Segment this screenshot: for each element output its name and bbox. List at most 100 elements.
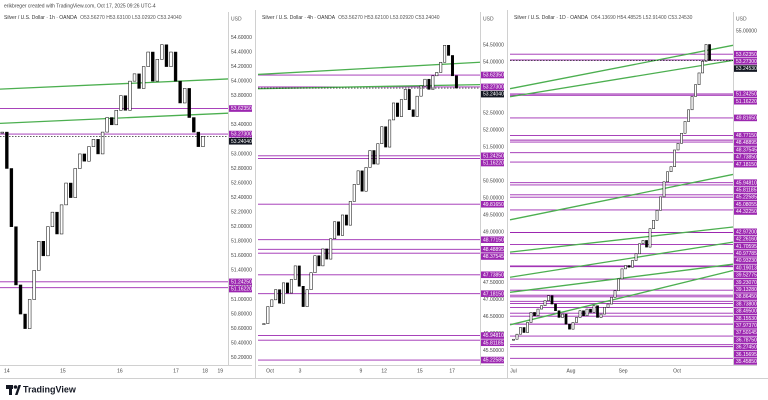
level-label: 47.73850	[483, 272, 504, 278]
level-label: 48.37545	[483, 254, 504, 260]
candle	[376, 143, 380, 165]
y-tick-label: 52.80000	[231, 166, 252, 172]
y-tick-label: 49.50000	[483, 212, 504, 218]
candle	[427, 78, 431, 90]
level-label-box	[229, 285, 252, 293]
level-label: 48.48895	[483, 247, 504, 253]
x-tick-label: 19	[217, 368, 223, 374]
candle	[50, 211, 55, 227]
y-tick-label: 54.20000	[231, 64, 252, 70]
candle	[645, 240, 648, 248]
candle	[164, 44, 169, 67]
level-label: 38.86450	[736, 294, 757, 300]
y-tick-label: 52.00000	[231, 224, 252, 230]
candle	[100, 131, 105, 155]
y-tick-label: 51.40000	[231, 268, 252, 274]
level-label-box	[734, 329, 757, 336]
candle	[529, 312, 533, 323]
level-label: 44.32250	[736, 209, 757, 215]
candle	[151, 51, 155, 82]
level-label-box	[734, 286, 757, 293]
candle	[201, 136, 205, 147]
level-label: 37.50145	[736, 330, 757, 336]
x-tick-label: 15	[417, 368, 423, 374]
candle	[582, 310, 585, 317]
y-tick-label: 46.50000	[483, 314, 504, 320]
level-label-box	[734, 343, 757, 351]
candle	[557, 310, 561, 318]
candle	[554, 303, 557, 311]
candle	[293, 265, 297, 280]
candle	[631, 260, 634, 268]
candle	[348, 201, 352, 226]
candle	[73, 168, 77, 198]
candle	[533, 312, 536, 317]
level-label-box	[734, 300, 757, 308]
x-tick-label: 15	[60, 368, 66, 374]
candle	[368, 150, 372, 168]
level-label: 39.52775	[736, 273, 757, 279]
y-tick-label: 50.40000	[231, 340, 252, 346]
current-price-box	[734, 65, 757, 72]
candle	[662, 181, 666, 198]
panel-title: Silver / U.S. Dollar · 4h · OANDA O53.562…	[262, 15, 440, 21]
candle	[64, 182, 68, 206]
candle	[114, 110, 118, 126]
candle	[439, 61, 443, 73]
level-label: 39.13280	[736, 287, 757, 293]
y-tick-label: 51.60000	[231, 253, 252, 259]
level-label: 49.81650	[736, 116, 757, 122]
level-label-box	[229, 278, 252, 286]
candle	[423, 78, 427, 87]
level-label: 40.97785	[736, 251, 757, 257]
y-tick-label: 55.00000	[736, 28, 757, 34]
candle	[82, 153, 87, 162]
candle	[173, 51, 178, 82]
candle	[419, 85, 423, 97]
candle	[141, 66, 146, 89]
candle	[37, 241, 41, 271]
candle	[697, 72, 701, 85]
level-label: 38.49500	[736, 309, 757, 315]
candle	[192, 117, 196, 133]
level-label: 53.27300	[483, 85, 504, 91]
level-label-box	[481, 159, 504, 167]
level-label: 45.08055	[736, 202, 757, 208]
level-label-box	[734, 278, 757, 286]
level-label: 45.22585	[736, 195, 757, 201]
current-price-box	[229, 137, 252, 145]
footer-brand: TradingView	[23, 384, 77, 394]
y-tick-label: 49.00000	[483, 229, 504, 235]
level-label-box	[734, 50, 757, 58]
level-label: 41.70595	[736, 244, 757, 250]
candle	[415, 95, 419, 117]
level-label: 53.62350	[736, 52, 757, 58]
candle	[617, 278, 620, 291]
x-tick-label: Jul	[510, 368, 516, 374]
level-label-box	[734, 160, 757, 168]
x-tick-label: 9	[360, 368, 363, 374]
x-tick-label: 14	[4, 368, 10, 374]
y-tick-label: 52.40000	[231, 195, 252, 201]
level-label: 36.78750	[736, 337, 757, 343]
y-tick-label: 50.50000	[483, 178, 504, 184]
y-tick-label: 52.00000	[483, 127, 504, 133]
candle	[396, 102, 399, 117]
level-label-box	[481, 83, 504, 91]
candle	[169, 51, 173, 67]
level-label-box	[481, 253, 504, 260]
x-tick-label: 17	[449, 368, 455, 374]
y-tick-label: 54.00000	[483, 60, 504, 66]
candle	[687, 109, 690, 122]
trendline	[0, 78, 229, 90]
candle	[666, 171, 669, 183]
level-label: 47.18150	[483, 291, 504, 297]
candle	[270, 299, 274, 307]
candle	[435, 72, 439, 77]
ohlc: O53.56270 H53.62100 L53.02920 C53.24040	[338, 15, 440, 21]
level-label-box	[734, 139, 757, 146]
level-label-box	[481, 245, 504, 253]
candle	[183, 88, 187, 104]
candle	[610, 297, 613, 305]
level-label: 45.81185	[483, 340, 504, 346]
